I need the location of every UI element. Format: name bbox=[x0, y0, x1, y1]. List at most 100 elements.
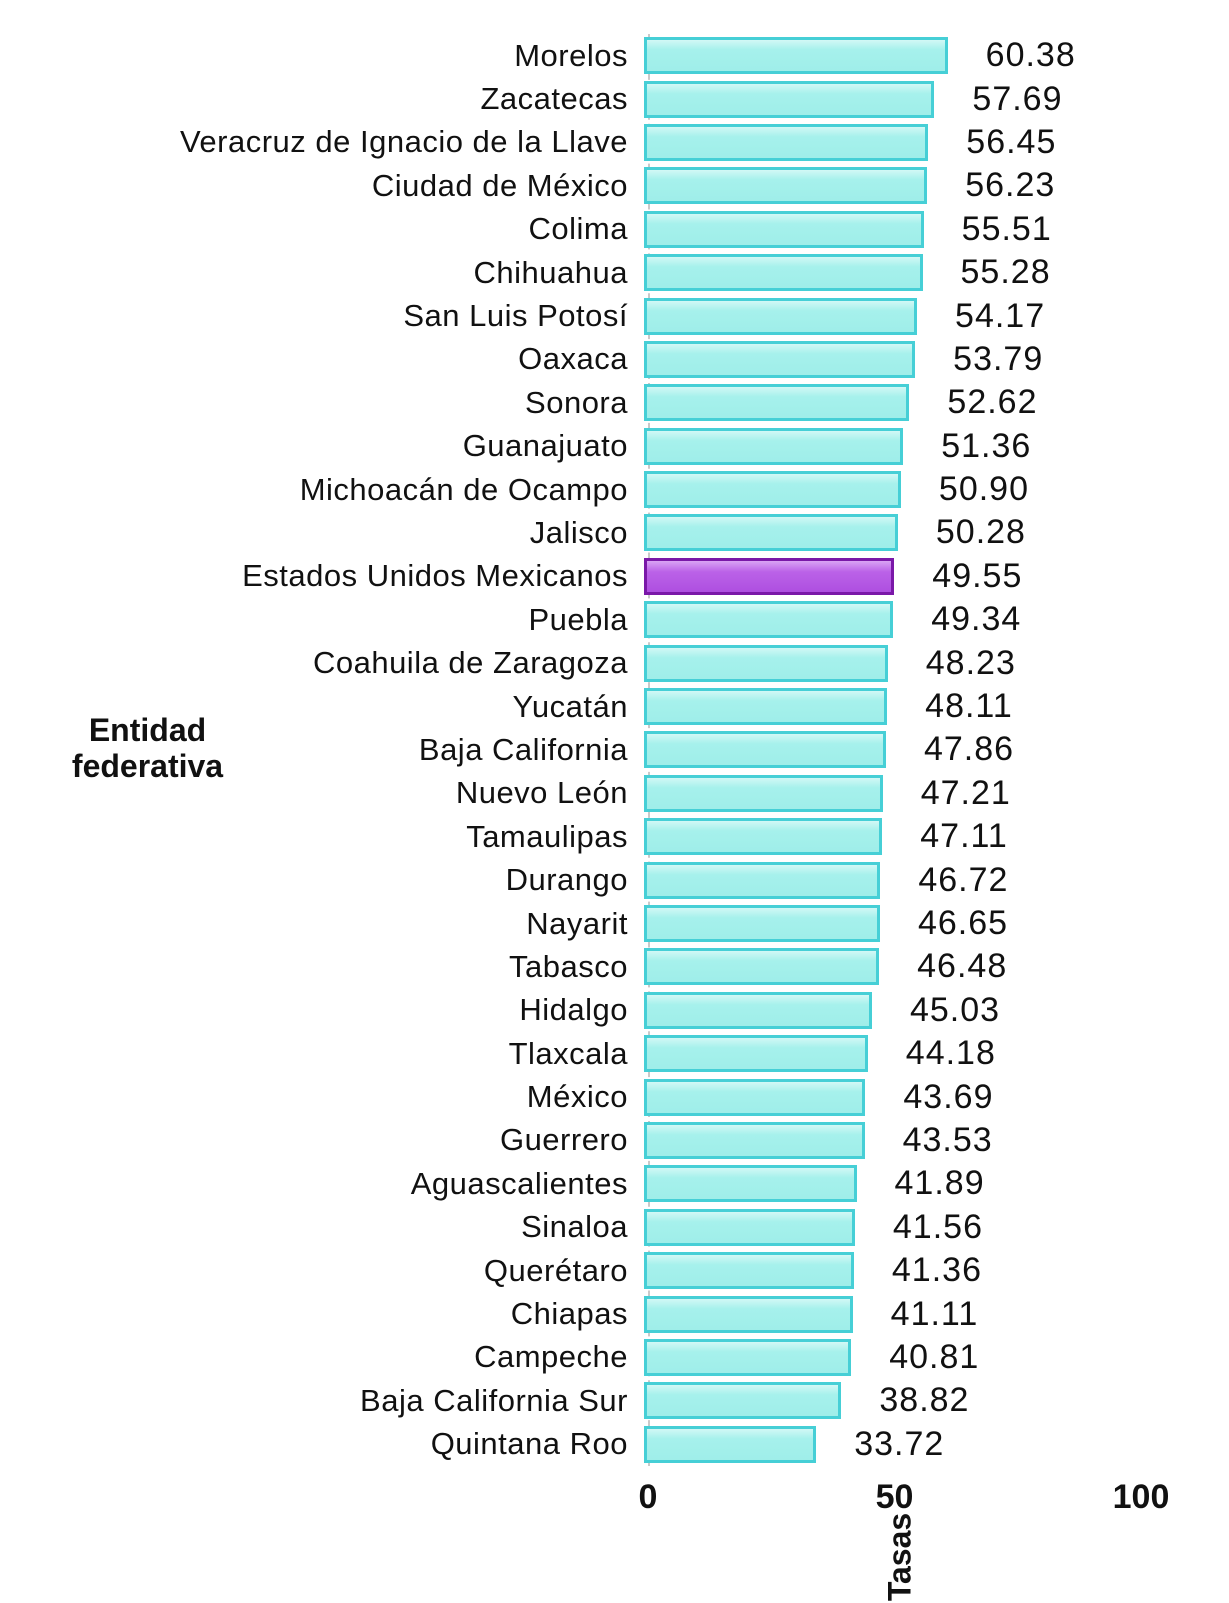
category-label: Aguascalientes bbox=[410, 1165, 628, 1201]
bar-track: 41.11 bbox=[644, 1292, 1229, 1335]
value-label: 55.51 bbox=[961, 209, 1052, 248]
bar-track: 50.28 bbox=[644, 511, 1229, 554]
bar-track: 43.53 bbox=[644, 1119, 1229, 1162]
category-label: Sinaloa bbox=[521, 1209, 628, 1245]
value-label: 49.34 bbox=[931, 600, 1022, 639]
bar bbox=[644, 1078, 866, 1116]
value-label: 41.36 bbox=[891, 1251, 982, 1290]
bar bbox=[644, 905, 880, 942]
value-label: 40.81 bbox=[889, 1337, 980, 1376]
category-label: Querétaro bbox=[483, 1252, 628, 1288]
value-label: 56.45 bbox=[966, 122, 1057, 161]
bar bbox=[644, 1208, 855, 1246]
bar bbox=[644, 818, 883, 856]
bar-track: 46.65 bbox=[644, 902, 1229, 945]
bar-row: Baja California 47.86 bbox=[0, 728, 1229, 771]
value-label: 52.62 bbox=[947, 383, 1038, 422]
bar-row: Estados Unidos Mexicanos 49.55 bbox=[0, 555, 1229, 598]
bar-track: 56.23 bbox=[644, 164, 1229, 207]
bar-track: 41.36 bbox=[644, 1249, 1229, 1292]
bar bbox=[644, 123, 929, 161]
bar-track: 50.90 bbox=[644, 468, 1229, 511]
bar-row: Coahuila de Zaragoza 48.23 bbox=[0, 641, 1229, 684]
category-label: Baja California Sur bbox=[360, 1382, 628, 1418]
value-label: 41.89 bbox=[894, 1164, 985, 1203]
bar-track: 47.86 bbox=[644, 728, 1229, 771]
category-label: Durango bbox=[505, 862, 628, 898]
value-label: 47.86 bbox=[923, 730, 1015, 769]
bar-track: 46.72 bbox=[644, 858, 1229, 901]
value-label: 49.55 bbox=[932, 556, 1023, 595]
value-label: 46.65 bbox=[917, 904, 1009, 942]
value-label: 51.36 bbox=[941, 426, 1032, 465]
category-label: San Luis Potosí bbox=[403, 298, 628, 334]
bar bbox=[644, 991, 872, 1029]
bar-track: 45.03 bbox=[644, 989, 1229, 1032]
bar-row: Puebla 49.34 bbox=[0, 598, 1229, 641]
category-label: Baja California bbox=[418, 731, 628, 767]
category-label: Guanajuato bbox=[462, 428, 628, 464]
bar-row: Colima 55.51 bbox=[0, 208, 1229, 251]
value-label: 56.23 bbox=[965, 166, 1056, 205]
x-axis-ticks: 0 50 100 bbox=[0, 1478, 1229, 1518]
category-label: Nuevo León bbox=[455, 775, 628, 811]
bar-track: 38.82 bbox=[644, 1379, 1229, 1422]
bar bbox=[644, 384, 910, 422]
bar bbox=[644, 1165, 857, 1203]
bar-track: 48.23 bbox=[644, 641, 1229, 684]
bar-rows: Morelos 60.38 Zacatecas 57.69 Veracruz de Ig… bbox=[0, 34, 1229, 1466]
bar-highlight bbox=[644, 557, 895, 595]
category-label: Oaxaca bbox=[518, 341, 628, 377]
bar bbox=[644, 644, 888, 682]
bar-row: Morelos 60.38 bbox=[0, 34, 1229, 77]
bar-track: 55.51 bbox=[644, 208, 1229, 251]
category-label: Veracruz de Ignacio de la Llave bbox=[179, 124, 628, 160]
value-label: 53.79 bbox=[953, 339, 1044, 378]
category-label: México bbox=[526, 1079, 628, 1115]
value-label: 41.11 bbox=[890, 1294, 979, 1333]
bar bbox=[644, 167, 928, 205]
bar bbox=[644, 297, 918, 335]
value-label: 50.28 bbox=[935, 513, 1026, 552]
bar-track: 48.11 bbox=[644, 685, 1229, 728]
bar-row: Michoacán de Ocampo 50.90 bbox=[0, 468, 1229, 511]
value-label: 33.72 bbox=[854, 1424, 945, 1463]
bar bbox=[644, 774, 883, 812]
bar bbox=[644, 37, 948, 75]
bar bbox=[644, 210, 924, 248]
bar-track: 49.55 bbox=[644, 555, 1229, 598]
category-label: Tlaxcala bbox=[508, 1035, 628, 1071]
bar-row: Ciudad de México 56.23 bbox=[0, 164, 1229, 207]
bar bbox=[644, 1252, 854, 1290]
bar-track: 53.79 bbox=[644, 338, 1229, 381]
bar-row: Chiapas 41.11 bbox=[0, 1292, 1229, 1335]
category-label: Puebla bbox=[528, 601, 628, 637]
value-label: 38.82 bbox=[879, 1381, 970, 1420]
bar-row: Hidalgo 45.03 bbox=[0, 989, 1229, 1032]
bar-row: Veracruz de Ignacio de la Llave 56.45 bbox=[0, 121, 1229, 164]
bar bbox=[644, 1295, 853, 1333]
bar-track: 54.17 bbox=[644, 294, 1229, 337]
bar bbox=[644, 601, 894, 639]
category-label: Tabasco bbox=[509, 948, 628, 984]
bar bbox=[644, 1382, 842, 1420]
value-label: 60.38 bbox=[985, 36, 1076, 75]
value-label: 50.90 bbox=[938, 470, 1030, 509]
bar-row: Querétaro 41.36 bbox=[0, 1249, 1229, 1292]
bar-track: 56.45 bbox=[644, 121, 1229, 164]
value-label: 55.28 bbox=[960, 253, 1051, 292]
bar bbox=[644, 514, 898, 552]
category-label: Guerrero bbox=[499, 1122, 628, 1158]
bar bbox=[644, 731, 886, 769]
value-label: 47.21 bbox=[920, 773, 1011, 812]
bar-track: 49.34 bbox=[644, 598, 1229, 641]
category-label: Sonora bbox=[525, 384, 628, 420]
category-label: Morelos bbox=[514, 37, 628, 73]
value-label: 43.53 bbox=[902, 1120, 993, 1159]
bar-track: 47.21 bbox=[644, 772, 1229, 815]
bar-track: 43.69 bbox=[644, 1075, 1229, 1118]
category-label: Ciudad de México bbox=[371, 167, 628, 203]
bar bbox=[644, 1035, 868, 1073]
category-label: Zacatecas bbox=[480, 81, 628, 117]
